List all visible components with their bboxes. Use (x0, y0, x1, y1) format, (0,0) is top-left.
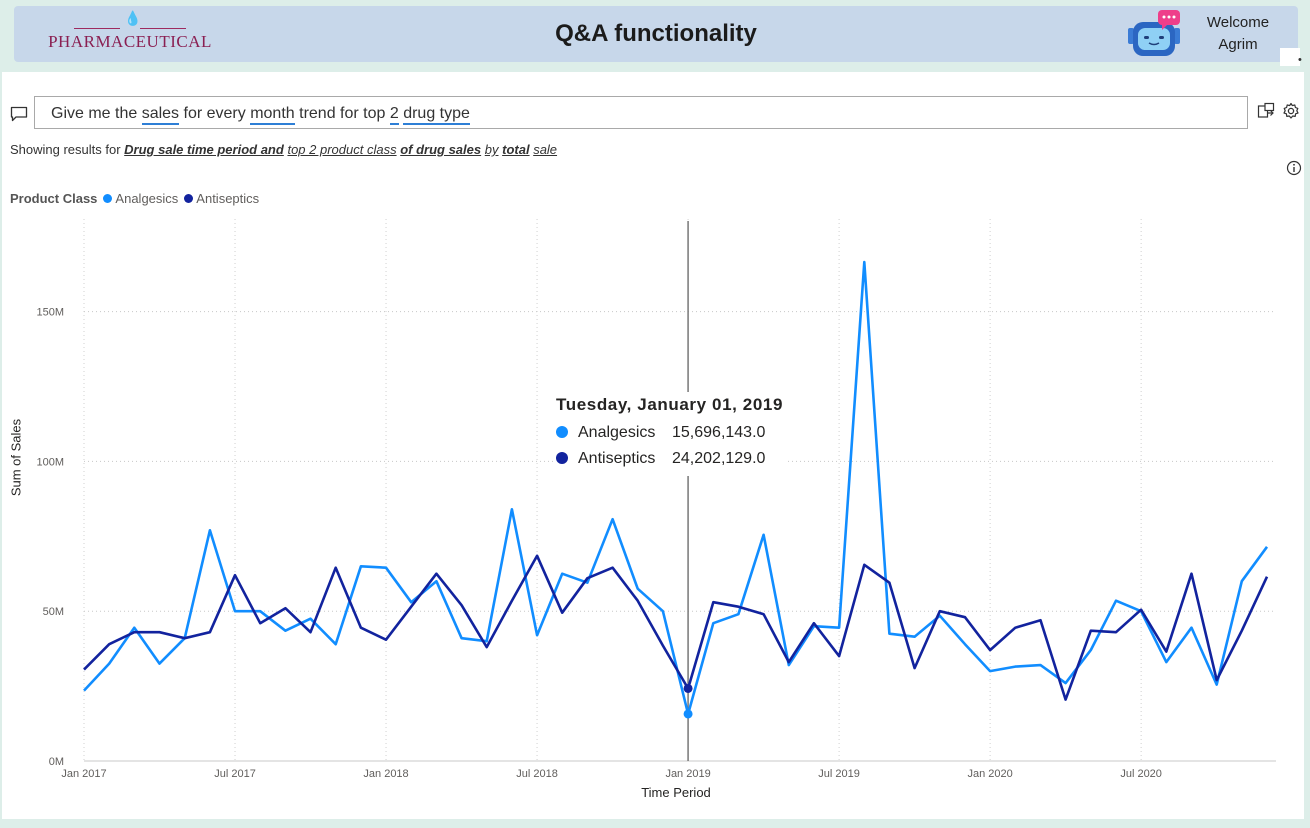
x-tick-label: Jul 2019 (818, 768, 860, 780)
chatbot-icon[interactable] (1126, 10, 1182, 58)
x-tick-label: Jan 2020 (967, 768, 1012, 780)
x-tick-label: Jul 2018 (516, 768, 558, 780)
question-text: Give me the (51, 105, 142, 122)
app-header: 💧 PHARMACEUTICAL Q&A functionality Welco… (14, 6, 1298, 62)
tooltip-dot-analgesics (556, 426, 568, 438)
x-gridlines (83, 219, 1142, 761)
more-options-icon[interactable]: • (1298, 54, 1302, 66)
question-term[interactable]: 2 (389, 105, 399, 125)
showing-term[interactable]: top 2 product class (287, 142, 397, 157)
legend-title: Product Class (10, 191, 98, 206)
y-tick-label: 50M (43, 606, 64, 618)
legend-dot-analgesics (103, 194, 113, 203)
tooltip-label-analgesics: Analgesics (578, 424, 656, 441)
question-term[interactable]: drug type (403, 105, 470, 125)
hover-markers (683, 683, 693, 719)
series-lines (83, 260, 1269, 716)
tooltip-row-analgesics: Analgesics 15,696,143.0 (556, 424, 765, 442)
logo-rule-right (140, 28, 186, 29)
welcome-message: Welcome Agrim (1194, 12, 1282, 56)
question-term[interactable]: month (250, 105, 295, 125)
tooltip-dot-antiseptics (556, 452, 568, 464)
tooltip-row-antiseptics: Antiseptics 24,202,129.0 (556, 450, 765, 468)
logo-drop-icon: 💧 (124, 10, 142, 26)
axis-ticks: 0M 50M 100M 150M Jan 2017 Jul 2017 Jan 2018 Jul… (36, 307, 1161, 780)
tooltip-label-antiseptics: Antiseptics (578, 450, 656, 467)
x-tick-label: Jan 2018 (363, 768, 408, 780)
showing-results-text: Showing results for Drug sale time perio… (10, 142, 557, 157)
chat-bubble-icon (10, 106, 28, 122)
hover-marker-antiseptics (683, 683, 693, 693)
hover-marker-analgesics (683, 709, 693, 719)
data-tooltip: Tuesday, January 01, 2019 Analgesics 15,… (556, 392, 788, 476)
question-text: for every (179, 105, 251, 122)
y-tick-label: 0M (49, 756, 64, 768)
x-tick-label: Jan 2017 (61, 768, 106, 780)
y-axis-title: Sum of Sales (8, 418, 24, 497)
settings-gear-icon[interactable] (1282, 102, 1300, 120)
y-axis-title-wrap: Sum of Sales (4, 390, 24, 530)
legend-label-analgesics: Analgesics (115, 191, 179, 206)
legend-dot-antiseptics (184, 194, 194, 203)
x-axis-title: Time Period (641, 785, 711, 800)
welcome-label: Welcome (1206, 14, 1270, 31)
user-name: Agrim (1218, 36, 1258, 53)
page-title: Q&A functionality (555, 20, 757, 47)
showing-term[interactable]: total (502, 142, 530, 157)
y-tick-label: 100M (36, 456, 64, 468)
y-gridlines (84, 311, 1276, 762)
series-line-antiseptics (83, 554, 1269, 701)
x-tick-label: Jan 2019 (665, 768, 710, 780)
question-term[interactable]: sales (141, 105, 180, 125)
legend-label-antiseptics: Antiseptics (196, 191, 260, 206)
tooltip-value-analgesics: 15,696,143.0 (672, 424, 766, 441)
showing-term[interactable]: of drug sales (400, 142, 482, 157)
question-input[interactable]: Give me the sales for every month trend … (34, 96, 1248, 129)
question-text: trend for top (294, 105, 390, 122)
y-tick-label: 150M (36, 307, 64, 319)
legend-item-analgesics[interactable]: Analgesics (103, 191, 178, 206)
showing-term[interactable]: by (484, 142, 499, 157)
tooltip-date: Tuesday, January 01, 2019 (556, 395, 783, 414)
showing-text: Showing results for (10, 142, 125, 157)
x-tick-label: Jul 2020 (1120, 768, 1162, 780)
series-line-analgesics (83, 260, 1269, 716)
logo-text: PHARMACEUTICAL (48, 32, 212, 51)
logo-rule-left (74, 28, 120, 29)
chart-legend: Product Class Analgesics Antiseptics (10, 191, 265, 206)
legend-item-antiseptics[interactable]: Antiseptics (184, 191, 259, 206)
pharmaceutical-logo: 💧 PHARMACEUTICAL (40, 10, 220, 54)
info-icon[interactable] (1286, 160, 1302, 176)
x-tick-label: Jul 2017 (214, 768, 256, 780)
showing-term[interactable]: Drug sale time period and (124, 142, 284, 157)
showing-term[interactable]: sale (533, 142, 558, 157)
turn-into-visual-icon[interactable] (1257, 102, 1275, 120)
tooltip-value-antiseptics: 24,202,129.0 (672, 450, 766, 467)
panel-tab (1280, 48, 1300, 66)
